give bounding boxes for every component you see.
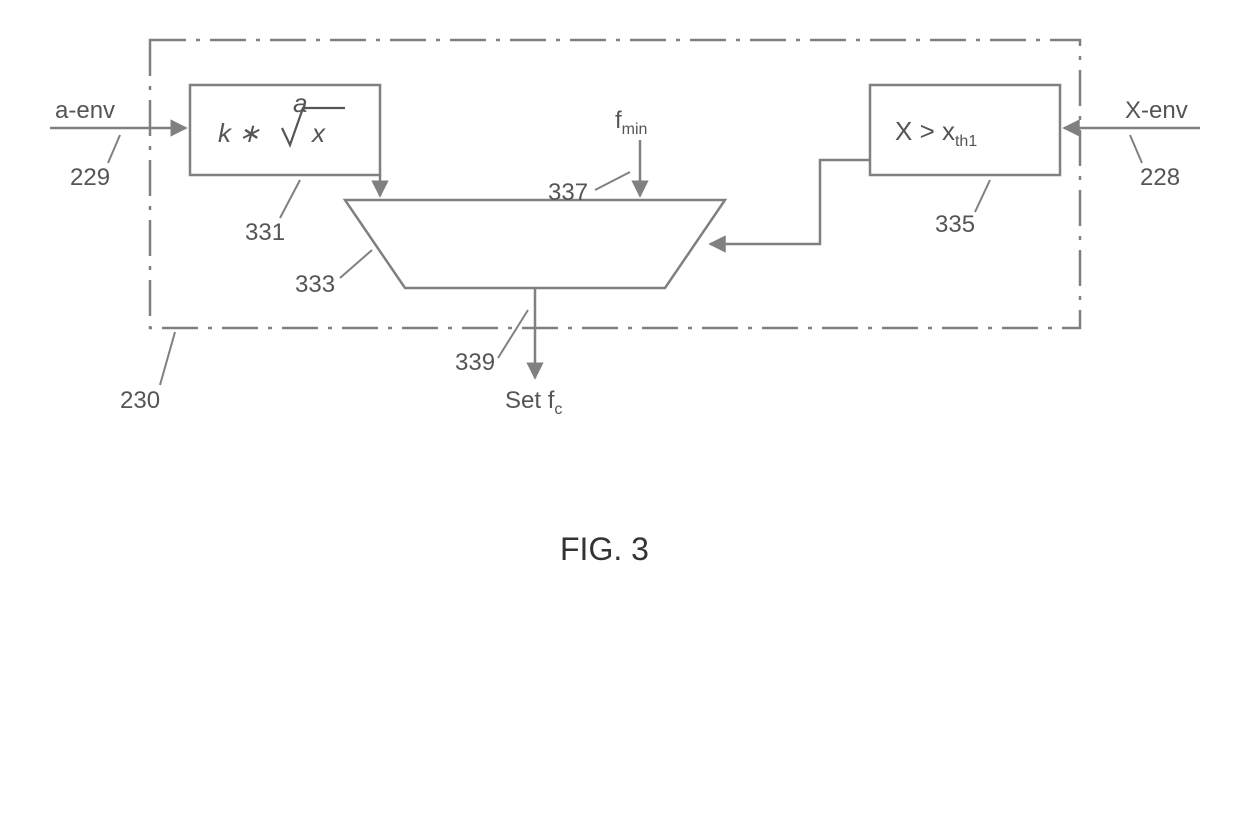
label-fmin: fmin: [615, 107, 647, 138]
right-block-expr: X > xth1: [895, 116, 977, 150]
root-arg: x: [310, 118, 326, 148]
mux-trapezoid: [345, 200, 725, 288]
expr-k: k ∗: [218, 118, 260, 148]
leader-339: [498, 310, 528, 358]
label-output: Set fc: [505, 387, 562, 418]
ref-229: 229: [70, 164, 110, 191]
leader-337: [595, 172, 630, 190]
leader-331: [280, 180, 300, 218]
leader-229: [108, 135, 120, 163]
ref-230: 230: [120, 387, 160, 414]
ref-335: 335: [935, 211, 975, 238]
leader-230: [160, 332, 175, 385]
figure-label: FIG. 3: [560, 531, 649, 567]
label-a-env: a-env: [55, 97, 115, 124]
container-box: [150, 40, 1080, 328]
leader-333: [340, 250, 372, 278]
ref-228: 228: [1140, 164, 1180, 191]
ref-337: 337: [548, 179, 588, 206]
expr-lhs: X > x: [895, 116, 955, 146]
ref-331: 331: [245, 219, 285, 246]
diagram-canvas: k ∗ a x X > xth1 a-env 229 X-env 228 fmi…: [0, 0, 1240, 824]
leader-228: [1130, 135, 1142, 163]
wire-right-to-mux: [710, 160, 870, 244]
ref-339: 339: [455, 349, 495, 376]
leader-335: [975, 180, 990, 212]
expr-sub: th1: [955, 133, 977, 150]
svg-text:k ∗: k ∗: [218, 118, 260, 148]
label-x-env: X-env: [1125, 97, 1188, 124]
ref-333: 333: [295, 271, 335, 298]
left-block-expr: k ∗ a x: [218, 88, 345, 148]
